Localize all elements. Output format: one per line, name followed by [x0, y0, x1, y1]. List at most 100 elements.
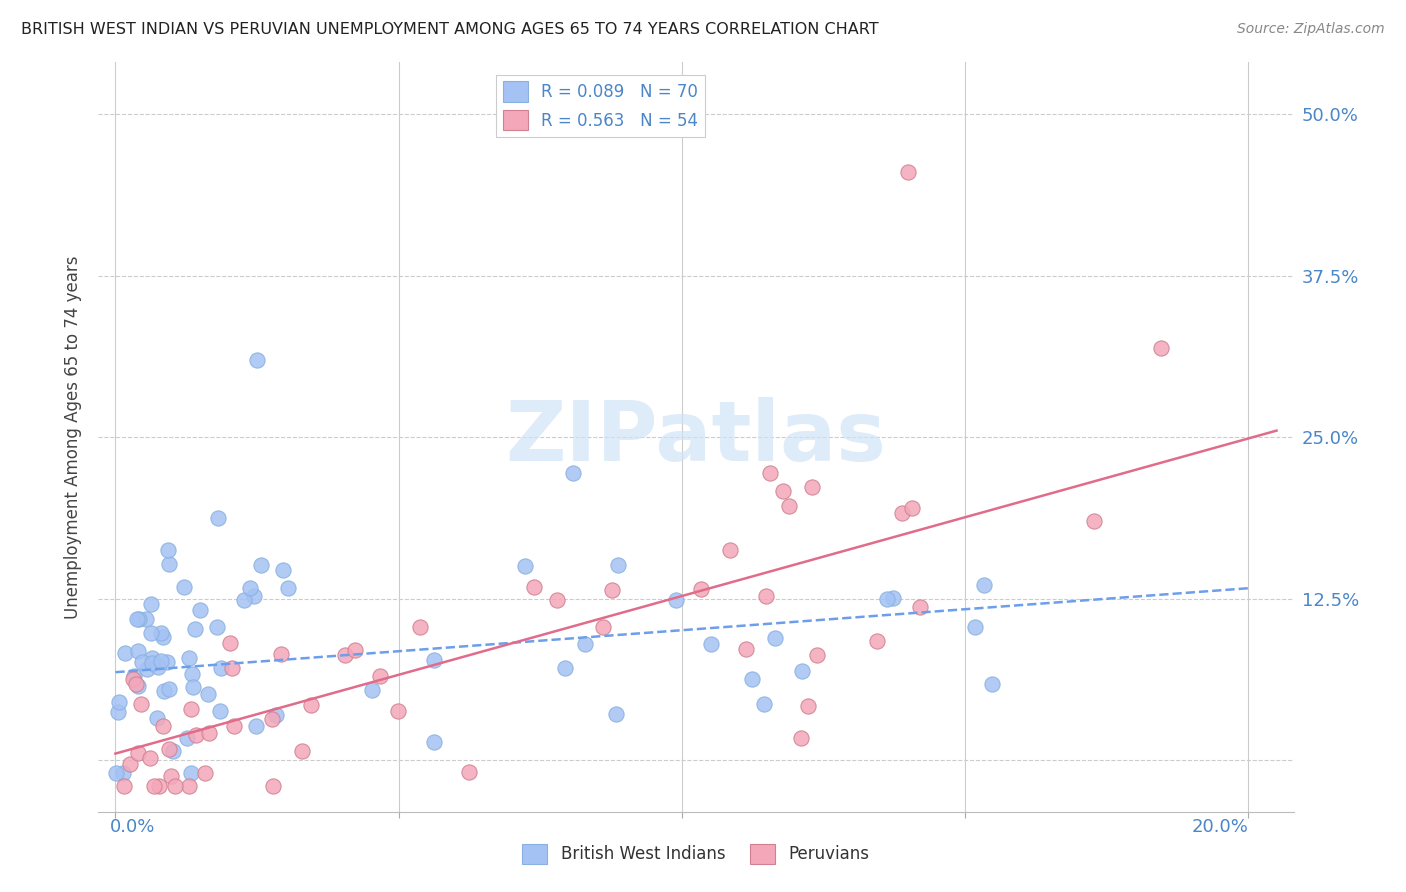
- Point: [162, 743, 184, 757]
- Point: [184, 728, 207, 742]
- Point: [173, 581, 195, 595]
- Point: [876, 591, 898, 606]
- Point: [131, 655, 153, 669]
- Point: [152, 719, 174, 733]
- Point: [562, 467, 585, 481]
- Point: [249, 558, 271, 573]
- Point: [891, 506, 914, 520]
- Text: Source: ZipAtlas.com: Source: ZipAtlas.com: [1237, 22, 1385, 37]
- Point: [797, 698, 820, 713]
- Point: [606, 558, 628, 572]
- Point: [600, 583, 623, 598]
- Point: [245, 718, 267, 732]
- Point: [513, 559, 536, 574]
- Point: [368, 668, 391, 682]
- Point: [149, 654, 172, 668]
- Point: [142, 779, 165, 793]
- Point: [145, 711, 167, 725]
- Point: [107, 695, 129, 709]
- Point: [127, 612, 149, 626]
- Point: [973, 578, 995, 592]
- Point: [574, 637, 596, 651]
- Point: [246, 352, 269, 367]
- Point: [141, 651, 163, 665]
- Point: [546, 592, 568, 607]
- Point: [180, 766, 202, 780]
- Point: [291, 743, 314, 757]
- Point: [118, 756, 141, 771]
- Point: [105, 766, 128, 780]
- Point: [122, 672, 145, 686]
- Point: [107, 706, 129, 720]
- Point: [1083, 514, 1105, 528]
- Point: [176, 731, 198, 745]
- Point: [197, 687, 219, 701]
- Point: [127, 679, 149, 693]
- Point: [136, 662, 159, 676]
- Point: [897, 165, 920, 179]
- Point: [218, 636, 240, 650]
- Point: [135, 612, 157, 626]
- Point: [963, 620, 986, 634]
- Point: [423, 653, 446, 667]
- Point: [239, 581, 262, 595]
- Point: [232, 592, 254, 607]
- Point: [149, 626, 172, 640]
- Point: [758, 467, 780, 481]
- Point: [211, 661, 233, 675]
- Point: [205, 620, 228, 634]
- Point: [741, 672, 763, 686]
- Point: [124, 669, 146, 683]
- Point: [159, 557, 181, 571]
- Point: [160, 769, 183, 783]
- Point: [700, 637, 723, 651]
- Point: [299, 698, 322, 713]
- Point: [908, 599, 931, 614]
- Point: [262, 779, 284, 793]
- Point: [763, 632, 786, 646]
- Point: [114, 646, 136, 660]
- Point: [152, 630, 174, 644]
- Point: [181, 667, 204, 681]
- Legend: British West Indians, Peruvians: British West Indians, Peruvians: [516, 838, 876, 871]
- Point: [207, 510, 229, 524]
- Point: [801, 480, 824, 494]
- Point: [148, 779, 170, 793]
- Point: [163, 779, 186, 793]
- Point: [129, 697, 152, 711]
- Point: [139, 597, 162, 611]
- Text: 20.0%: 20.0%: [1191, 818, 1249, 836]
- Point: [273, 563, 295, 577]
- Point: [333, 648, 356, 663]
- Point: [128, 612, 150, 626]
- Point: [792, 665, 814, 679]
- Point: [755, 589, 778, 603]
- Point: [112, 779, 135, 793]
- Point: [270, 647, 292, 661]
- Point: [689, 582, 711, 596]
- Point: [260, 712, 283, 726]
- Point: [112, 766, 135, 780]
- Point: [664, 592, 686, 607]
- Point: [866, 634, 889, 648]
- Point: [157, 742, 180, 756]
- Text: 0.0%: 0.0%: [110, 818, 155, 836]
- Y-axis label: Unemployment Among Ages 65 to 74 years: Unemployment Among Ages 65 to 74 years: [65, 255, 83, 619]
- Point: [718, 542, 741, 557]
- Point: [188, 603, 211, 617]
- Point: [156, 542, 179, 557]
- Point: [139, 751, 162, 765]
- Point: [772, 484, 794, 499]
- Point: [152, 684, 174, 698]
- Point: [457, 765, 479, 780]
- Point: [901, 501, 924, 516]
- Point: [198, 726, 221, 740]
- Point: [209, 704, 232, 718]
- Point: [156, 655, 179, 669]
- Point: [277, 581, 299, 595]
- Point: [344, 643, 367, 657]
- Point: [243, 589, 266, 603]
- Point: [735, 642, 758, 657]
- Text: ZIPatlas: ZIPatlas: [506, 397, 886, 477]
- Text: BRITISH WEST INDIAN VS PERUVIAN UNEMPLOYMENT AMONG AGES 65 TO 74 YEARS CORRELATI: BRITISH WEST INDIAN VS PERUVIAN UNEMPLOY…: [21, 22, 879, 37]
